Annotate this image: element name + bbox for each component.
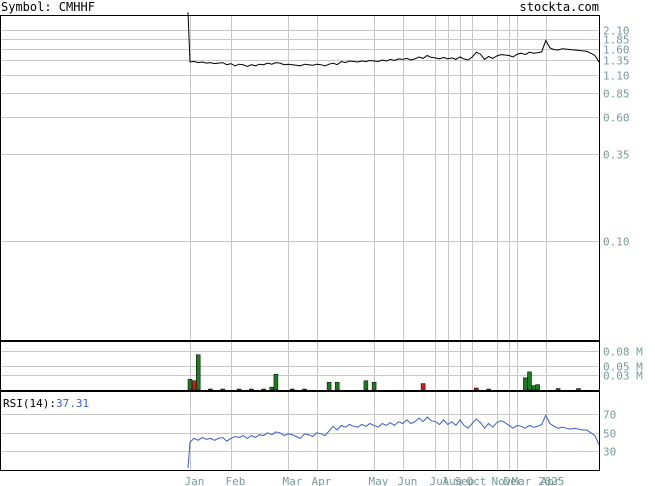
x-tick-label: Aug: [443, 475, 463, 486]
rsi-value: 37.31: [56, 397, 89, 410]
volume-bar-up: [187, 378, 193, 391]
volume-bar-down: [208, 388, 213, 391]
volume-bar-up: [371, 381, 377, 391]
volume-tick-label: 0.08 M: [603, 346, 643, 359]
volume-bar-up: [273, 374, 279, 391]
volume-bar-up: [334, 381, 340, 391]
x-tick-label: Mar: [283, 475, 303, 486]
volume-bar-up: [527, 371, 532, 391]
volume-panel-frame: [0, 341, 600, 391]
x-tick-label: Jan: [185, 475, 205, 486]
volume-bar-down: [249, 388, 254, 391]
symbol-label: Symbol: CMHHF: [1, 0, 95, 14]
volume-gridlines: [0, 341, 599, 390]
volume-bar-up: [531, 385, 536, 391]
x-tick-label: Apr: [541, 475, 561, 486]
rsi-tick-label: 50: [603, 428, 616, 441]
price-tick-label: 1.35: [603, 55, 630, 68]
x-tick-label: Oct: [467, 475, 487, 486]
price-tick-label: 0.10: [603, 236, 630, 249]
x-tick-label: Mar 2025: [512, 475, 565, 486]
rsi-axis-labels: 70 50 30: [603, 409, 616, 459]
volume-bars: [187, 354, 581, 391]
volume-tick-label: 0.05 M: [603, 361, 643, 374]
volume-bar-up: [302, 388, 307, 391]
price-series-line: [187, 12, 600, 67]
rsi-tick-label: 30: [603, 446, 616, 459]
volume-bar-up: [220, 388, 225, 391]
x-tick-label: Feb: [226, 475, 246, 486]
volume-bar-up: [326, 381, 332, 391]
volume-bar-up: [269, 386, 275, 391]
price-tick-label: 0.85: [603, 88, 630, 101]
rsi-label: RSI(14):37.31: [3, 397, 89, 410]
volume-bar-up: [486, 388, 491, 391]
rsi-panel-frame: [0, 391, 600, 471]
volume-bar-up: [261, 388, 266, 391]
rsi-series-line: [187, 414, 600, 469]
price-tick-label: 0.35: [603, 149, 630, 162]
rsi-gridlines: [0, 391, 599, 470]
x-tick-label: May: [369, 475, 389, 486]
price-tick-label: 1.10: [603, 70, 630, 83]
panel-frames: [0, 15, 600, 471]
price-panel-frame: [0, 15, 600, 341]
volume-bar-down: [474, 387, 479, 391]
x-tick-label: Nov: [492, 475, 512, 486]
rsi-tick-label: 70: [603, 409, 616, 422]
x-tick-label: Jul: [430, 475, 450, 486]
price-gridlines: [0, 15, 599, 340]
volume-bar-up: [576, 388, 581, 391]
price-tick-label: 1.85: [603, 34, 630, 47]
volume-bar-up: [535, 384, 540, 391]
volume-tick-label: 0.03 M: [603, 370, 643, 383]
volume-axis-labels: 0.08 M 0.05 M0.03 M: [603, 346, 643, 383]
volume-bar-up: [195, 354, 201, 391]
volume-bar-up: [363, 380, 369, 391]
volume-bar-down: [290, 388, 295, 391]
rsi-label-prefix: RSI(14):: [3, 397, 56, 410]
volume-bar-down: [420, 383, 426, 391]
volume-bar-up: [523, 377, 528, 391]
x-tick-label: Sep: [455, 475, 475, 486]
price-tick-label: 0.60: [603, 112, 630, 125]
x-tick-label: Jun: [398, 475, 418, 486]
price-tick-label: 1.60: [603, 44, 630, 57]
site-label: stockta.com: [520, 0, 599, 14]
volume-bar-down: [191, 380, 197, 391]
price-tick-label: 2.10: [603, 25, 630, 38]
x-tick-label: Dec: [504, 475, 524, 486]
volume-bar-down: [236, 388, 242, 391]
x-tick-label: Apr: [312, 475, 332, 486]
volume-bar-up: [555, 388, 561, 391]
price-axis-labels: 2.101.851.601.35 1.10 0.85 0.60 0.35 0.10: [603, 25, 630, 249]
